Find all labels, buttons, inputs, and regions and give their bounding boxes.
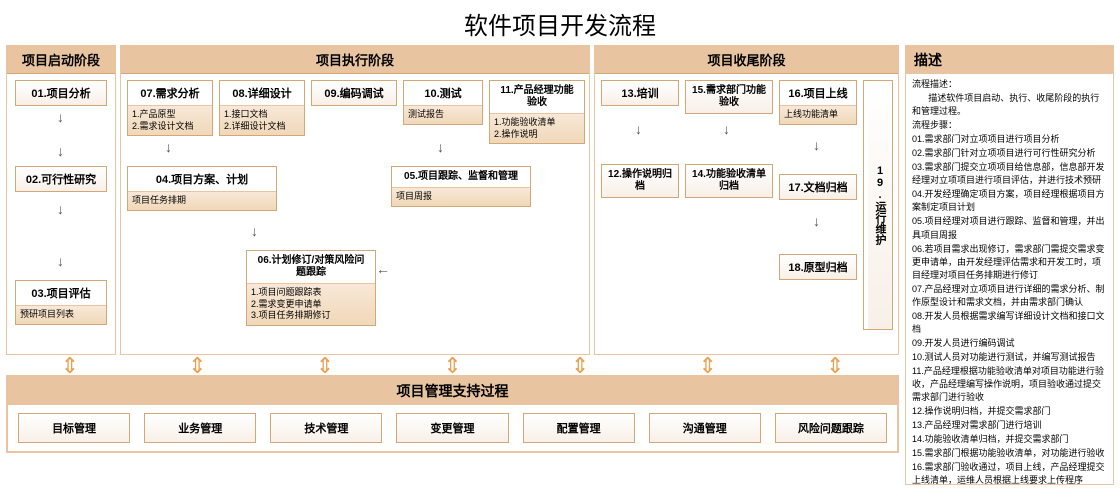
node-01: 01.项目分析 [15,80,107,106]
double-arrow-icon: ⇕ [516,357,644,375]
arrow-down-icon: ↓ [635,122,642,136]
phase-startup-title: 项目启动阶段 [7,46,115,74]
phase-closing: 项目收尾阶段 13.培训 15.需求部门功能验收 16.项目上线 上线功能清单 … [594,45,899,355]
support-item: 变更管理 [396,413,508,443]
node-10: 10.测试 测试报告 [403,80,483,125]
description-panel: 描述 流程描述：描述软件项目启动、执行、收尾阶段的执行和管理过程。流程步骤：01… [905,45,1114,485]
arrow-down-icon: ↓ [437,140,444,154]
node-18: 18.原型归档 [779,254,857,280]
arrow-down-icon: ↓ [165,140,172,154]
support-item: 业务管理 [144,413,256,443]
support-section: ⇕ ⇕ ⇕ ⇕ ⇕ ⇕ ⇕ 项目管理支持过程 目标管理 业务管理 技术管理 变更… [6,357,899,453]
double-arrow-icon: ⇕ [771,357,899,375]
support-item: 技术管理 [270,413,382,443]
node-09: 09.编码调试 [311,80,397,106]
double-arrow-icon: ⇕ [6,357,134,375]
support-item: 沟通管理 [649,413,761,443]
node-05: 05.项目跟踪、监督和管理 项目周报 [391,166,531,207]
phase-closing-title: 项目收尾阶段 [595,46,898,74]
arrow-down-icon: ↓ [813,214,820,228]
node-16: 16.项目上线 上线功能清单 [779,80,857,125]
support-item: 配置管理 [523,413,635,443]
node-13: 13.培训 [601,80,679,106]
double-arrow-icon: ⇕ [389,357,517,375]
support-item: 目标管理 [18,413,130,443]
arrow-down-icon: ↓ [723,122,730,136]
description-title: 描述 [906,46,1113,74]
support-item: 风险问题跟踪 [775,413,887,443]
double-arrow-icon: ⇕ [644,357,772,375]
support-title: 项目管理支持过程 [8,377,897,405]
node-19: 19.运行维护 [863,80,893,330]
node-14: 14.功能验收清单归档 [685,164,773,198]
phase-execution-title: 项目执行阶段 [121,46,589,74]
node-04: 04.项目方案、计划 项目任务排期 [127,166,277,211]
arrow-down-icon: ↓ [57,144,64,158]
node-02: 02.可行性研究 [15,166,107,192]
double-arrow-icon: ⇕ [261,357,389,375]
phase-execution: 项目执行阶段 07.需求分析 1.产品原型 2.需求设计文档 08.详细设计 1… [120,45,590,355]
node-11: 11.产品经理功能验收 1.功能验收清单 2.操作说明 [489,80,585,144]
arrow-down-icon: ↓ [813,138,820,152]
arrow-down-icon: ↓ [57,110,64,124]
arrow-down-icon: ↓ [57,254,64,268]
arrow-down-icon: ↓ [251,224,258,238]
node-12: 12.操作说明归档 [601,164,679,198]
node-17: 17.文档归档 [779,174,857,200]
arrow-down-icon: ↓ [57,202,64,216]
phase-startup: 项目启动阶段 01.项目分析 ↓ ↓ 02.可行性研究 ↓ ↓ 03.项目评估 … [6,45,116,355]
flow-area: 项目启动阶段 01.项目分析 ↓ ↓ 02.可行性研究 ↓ ↓ 03.项目评估 … [6,45,899,485]
arrow-left-icon: ← [376,262,390,276]
node-03: 03.项目评估 预研项目列表 [15,280,107,325]
description-body: 流程描述：描述软件项目启动、执行、收尾阶段的执行和管理过程。流程步骤：01.需求… [906,74,1113,485]
node-08: 08.详细设计 1.接口文档 2.详细设计文档 [219,80,305,136]
double-arrow-icon: ⇕ [134,357,262,375]
node-15: 15.需求部门功能验收 [685,80,773,114]
node-07: 07.需求分析 1.产品原型 2.需求设计文档 [127,80,213,136]
node-06: 06.计划修订/对策风险问题跟踪 1.项目问题跟踪表 2.需求变更申请单 3.项… [246,250,376,326]
bidirectional-arrows: ⇕ ⇕ ⇕ ⇕ ⇕ ⇕ ⇕ [6,357,899,375]
page-title: 软件项目开发流程 [0,0,1120,45]
